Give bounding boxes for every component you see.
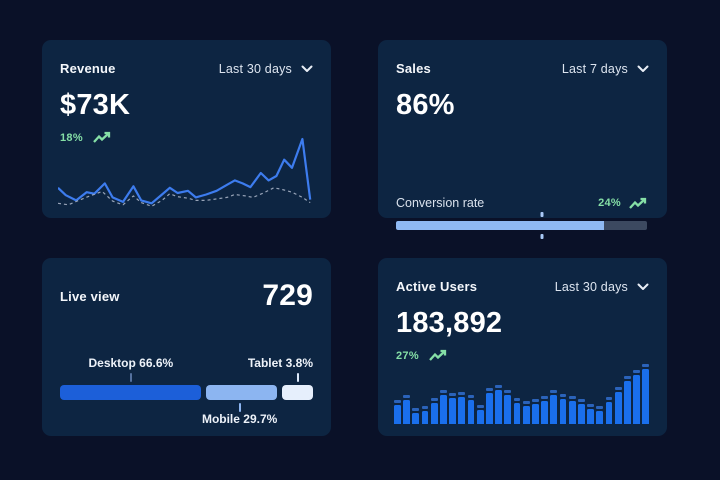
revenue-value: $73K bbox=[60, 89, 131, 121]
active-users-range-dropdown[interactable]: Last 30 days bbox=[555, 280, 649, 294]
desktop-share-label: Desktop 66.6% bbox=[88, 356, 174, 370]
active-users-bar-chart bbox=[394, 362, 650, 424]
active-users-delta: 27% bbox=[396, 349, 419, 362]
live-view-value: 729 bbox=[262, 279, 313, 312]
trending-up-icon bbox=[93, 131, 111, 143]
chevron-down-icon bbox=[301, 65, 313, 72]
sales-header: Sales Last 7 days bbox=[396, 40, 649, 76]
progress-marker-top bbox=[540, 212, 544, 217]
user-bar bbox=[624, 376, 631, 424]
user-bar bbox=[495, 384, 502, 424]
active-users-delta-row: 27% bbox=[396, 349, 649, 362]
user-bar bbox=[614, 387, 622, 424]
sales-value: 86% bbox=[396, 89, 455, 121]
revenue-header: Revenue Last 30 days bbox=[60, 40, 313, 76]
user-bar bbox=[532, 398, 539, 424]
desktop-tick bbox=[129, 373, 132, 382]
conversion-rate-label: Conversion rate bbox=[396, 196, 485, 210]
tablet-tick bbox=[296, 373, 299, 382]
user-bar bbox=[605, 397, 613, 424]
chevron-down-icon bbox=[637, 65, 649, 72]
user-bar bbox=[440, 390, 447, 424]
device-stacked-bar bbox=[60, 385, 314, 400]
active-users-value: 183,892 bbox=[396, 307, 503, 339]
progress-fill bbox=[396, 221, 605, 230]
user-bar bbox=[403, 394, 410, 424]
user-bar bbox=[550, 390, 558, 424]
user-bar bbox=[559, 393, 567, 424]
user-bar bbox=[476, 404, 484, 424]
live-view-title: Live view bbox=[60, 288, 120, 304]
live-view-header: Live view 729 bbox=[60, 258, 313, 313]
mobile-segment bbox=[206, 385, 278, 400]
trending-up-icon bbox=[429, 349, 447, 361]
user-bar bbox=[513, 398, 521, 424]
conversion-progress-bar bbox=[396, 212, 647, 239]
user-bar bbox=[642, 364, 650, 424]
user-bar bbox=[522, 400, 530, 424]
revenue-card: Revenue Last 30 days $73K 18% bbox=[42, 40, 331, 218]
revenue-range-label: Last 30 days bbox=[218, 61, 292, 76]
conversion-delta: 24% bbox=[598, 197, 647, 210]
progress-track bbox=[396, 221, 647, 230]
revenue-line-chart bbox=[58, 137, 312, 207]
user-bar bbox=[467, 395, 475, 424]
revenue-delta: 18% bbox=[60, 131, 83, 144]
progress-marker-bottom bbox=[540, 234, 544, 239]
revenue-range-dropdown[interactable]: Last 30 days bbox=[219, 62, 313, 76]
user-bar bbox=[394, 400, 401, 424]
user-bar bbox=[430, 398, 438, 424]
active-users-header: Active Users Last 30 days bbox=[396, 258, 649, 294]
active-users-title: Active Users bbox=[396, 279, 478, 294]
mobile-tick bbox=[238, 403, 241, 412]
device-breakdown-chart: Desktop 66.6% Tablet 3.8% Mobile 29.7% bbox=[60, 356, 314, 430]
active-users-range-label: Last 30 days bbox=[554, 279, 628, 294]
active-users-card: Active Users Last 30 days 183,892 27% bbox=[378, 258, 667, 436]
user-bar bbox=[568, 395, 576, 424]
mobile-share-label: Mobile 29.7% bbox=[201, 412, 278, 426]
tablet-segment bbox=[282, 385, 314, 400]
live-view-card: Live view 729 Desktop 66.6% Tablet 3.8% … bbox=[42, 258, 331, 436]
revenue-delta-row: 18% bbox=[60, 131, 313, 144]
user-bar bbox=[578, 398, 585, 424]
sales-title: Sales bbox=[396, 61, 431, 76]
tablet-share-label: Tablet 3.8% bbox=[247, 356, 313, 370]
conversion-delta-value: 24% bbox=[598, 197, 621, 209]
sales-card: Sales Last 7 days 86% Conversion rate 24… bbox=[378, 40, 667, 239]
desktop-segment bbox=[60, 385, 202, 400]
user-bar bbox=[412, 408, 420, 424]
sales-range-dropdown[interactable]: Last 7 days bbox=[562, 62, 649, 76]
user-bar bbox=[587, 404, 594, 424]
user-bar bbox=[541, 395, 548, 424]
user-bar bbox=[504, 389, 512, 424]
revenue-title: Revenue bbox=[60, 61, 116, 76]
user-bar bbox=[596, 405, 604, 424]
user-bar bbox=[486, 388, 493, 424]
chevron-down-icon bbox=[637, 283, 649, 290]
sales-range-label: Last 7 days bbox=[561, 61, 628, 76]
trending-up-icon bbox=[629, 197, 647, 209]
user-bar bbox=[421, 405, 429, 424]
user-bar bbox=[449, 393, 456, 424]
user-bar bbox=[458, 391, 466, 424]
conversion-rate-row: Conversion rate 24% bbox=[396, 196, 647, 210]
user-bar bbox=[633, 369, 640, 424]
